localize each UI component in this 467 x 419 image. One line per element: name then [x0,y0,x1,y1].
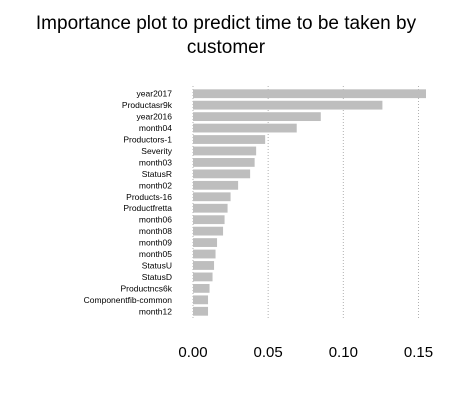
bar [193,169,251,179]
category-label: month02 [139,180,172,190]
bar [193,146,257,156]
bar [193,215,225,225]
category-label: month05 [139,249,172,259]
bar [193,249,216,259]
x-tick-label: 0.10 [329,344,358,361]
bar [193,112,321,122]
x-tick-labels: 0.00 0.05 0.10 0.15 [178,344,433,361]
x-tick-label: 0.15 [404,344,433,361]
category-label: year2016 [137,112,173,122]
bar [193,238,218,247]
bar [193,295,209,305]
bar [193,306,209,316]
category-label: Productncs6k [121,283,173,293]
chart-title: Importance plot to predict time to be ta… [35,13,417,58]
category-label: month06 [139,215,172,225]
category-label: Componentfib-common [84,295,173,305]
category-label: month08 [139,226,172,236]
bar [193,123,297,133]
category-label: Severity [141,146,172,156]
bar [193,272,213,282]
category-label: StatusR [142,169,172,179]
x-tick-label: 0.05 [254,344,283,361]
category-label: Productors-1 [123,135,172,145]
category-label: year2017 [137,89,173,99]
category-label: StatusD [142,272,172,282]
x-tick-label: 0.00 [178,344,207,361]
category-label: Productfretta [123,203,172,213]
bars [193,89,426,316]
bar [193,283,210,293]
category-label: Products-16 [126,192,172,202]
bar [193,226,224,236]
bar [193,203,228,213]
bar [193,158,255,167]
bar [193,89,426,99]
bar [193,261,215,270]
bar [193,100,383,110]
category-label: Productasr9k [122,100,173,110]
category-label: month03 [139,157,172,167]
bar [193,180,239,190]
bar [193,135,266,144]
category-label: StatusU [142,260,172,270]
category-label: month09 [139,238,172,248]
category-label: month04 [139,123,172,133]
bar [193,192,231,202]
category-label: month12 [139,306,172,316]
